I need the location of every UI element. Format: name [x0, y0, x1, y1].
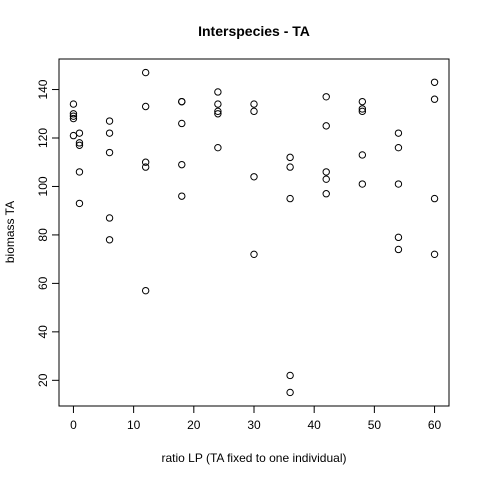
x-tick-label: 40 [308, 418, 322, 432]
data-point [69, 131, 78, 140]
data-point [69, 110, 78, 118]
data-point [322, 122, 330, 130]
y-tick-label: 20 [36, 373, 50, 387]
data-point [322, 168, 330, 176]
data-point [214, 110, 222, 118]
data-points [69, 68, 439, 397]
data-point [286, 371, 294, 380]
data-point [178, 160, 186, 169]
data-point [394, 180, 403, 188]
data-point [75, 141, 84, 149]
data-point [358, 180, 367, 188]
data-point [75, 199, 84, 208]
y-tick-label: 140 [36, 79, 50, 99]
data-point [141, 102, 150, 111]
data-point [105, 129, 114, 137]
y-axis-label: biomass TA [3, 201, 17, 263]
x-axis-label: ratio LP (TA fixed to one individual) [162, 451, 347, 465]
data-point [394, 233, 403, 242]
data-point [358, 105, 367, 113]
plot-frame [58, 58, 450, 407]
data-point [141, 68, 150, 77]
data-point [430, 194, 439, 203]
x-tick-label: 30 [247, 418, 261, 432]
data-point [358, 107, 367, 116]
data-point [141, 163, 150, 171]
chart-title: Interspecies - TA [198, 23, 310, 39]
y-tick-label: 120 [36, 128, 50, 148]
data-point [430, 250, 439, 259]
data-point [105, 214, 114, 222]
x-tick-label: 50 [368, 418, 382, 432]
data-point [214, 107, 222, 116]
data-point [394, 143, 403, 152]
y-tick-label: 80 [36, 228, 50, 242]
data-point [250, 250, 258, 259]
data-point [286, 153, 294, 162]
data-point [394, 129, 403, 137]
data-point [250, 100, 258, 108]
data-point [286, 388, 294, 397]
data-point [286, 163, 294, 171]
data-point [75, 139, 84, 147]
data-point [250, 107, 258, 116]
data-point [286, 194, 294, 203]
data-point [430, 78, 439, 86]
x-tick-label: 60 [428, 418, 442, 432]
data-point [141, 286, 150, 295]
data-point [75, 129, 84, 137]
data-point [250, 173, 258, 181]
data-point [141, 158, 150, 166]
data-point [75, 168, 84, 176]
data-point [105, 148, 114, 157]
data-point [214, 88, 222, 96]
data-point [394, 245, 403, 254]
data-point [214, 100, 222, 108]
y-tick-label: 60 [36, 276, 50, 290]
x-tick-label: 0 [70, 418, 77, 432]
data-point [214, 143, 222, 152]
y-tick-label: 40 [36, 325, 50, 339]
data-point [69, 100, 78, 108]
data-point [322, 175, 330, 183]
data-point [178, 119, 186, 128]
x-tick-label: 10 [127, 418, 141, 432]
data-point [178, 97, 186, 106]
y-axis: 20 40 60 80 100 120 140 [36, 79, 59, 387]
data-point [105, 117, 114, 125]
data-point [178, 192, 186, 200]
data-point [358, 97, 367, 106]
y-tick-label: 100 [36, 176, 50, 196]
data-point [430, 95, 439, 103]
data-point [69, 112, 78, 120]
x-axis: 0 10 20 30 40 50 60 [70, 406, 442, 432]
data-point [322, 190, 330, 198]
data-point [358, 151, 367, 159]
data-point [322, 93, 330, 101]
x-tick-label: 20 [187, 418, 201, 432]
data-point [69, 114, 78, 123]
data-point [105, 236, 114, 244]
